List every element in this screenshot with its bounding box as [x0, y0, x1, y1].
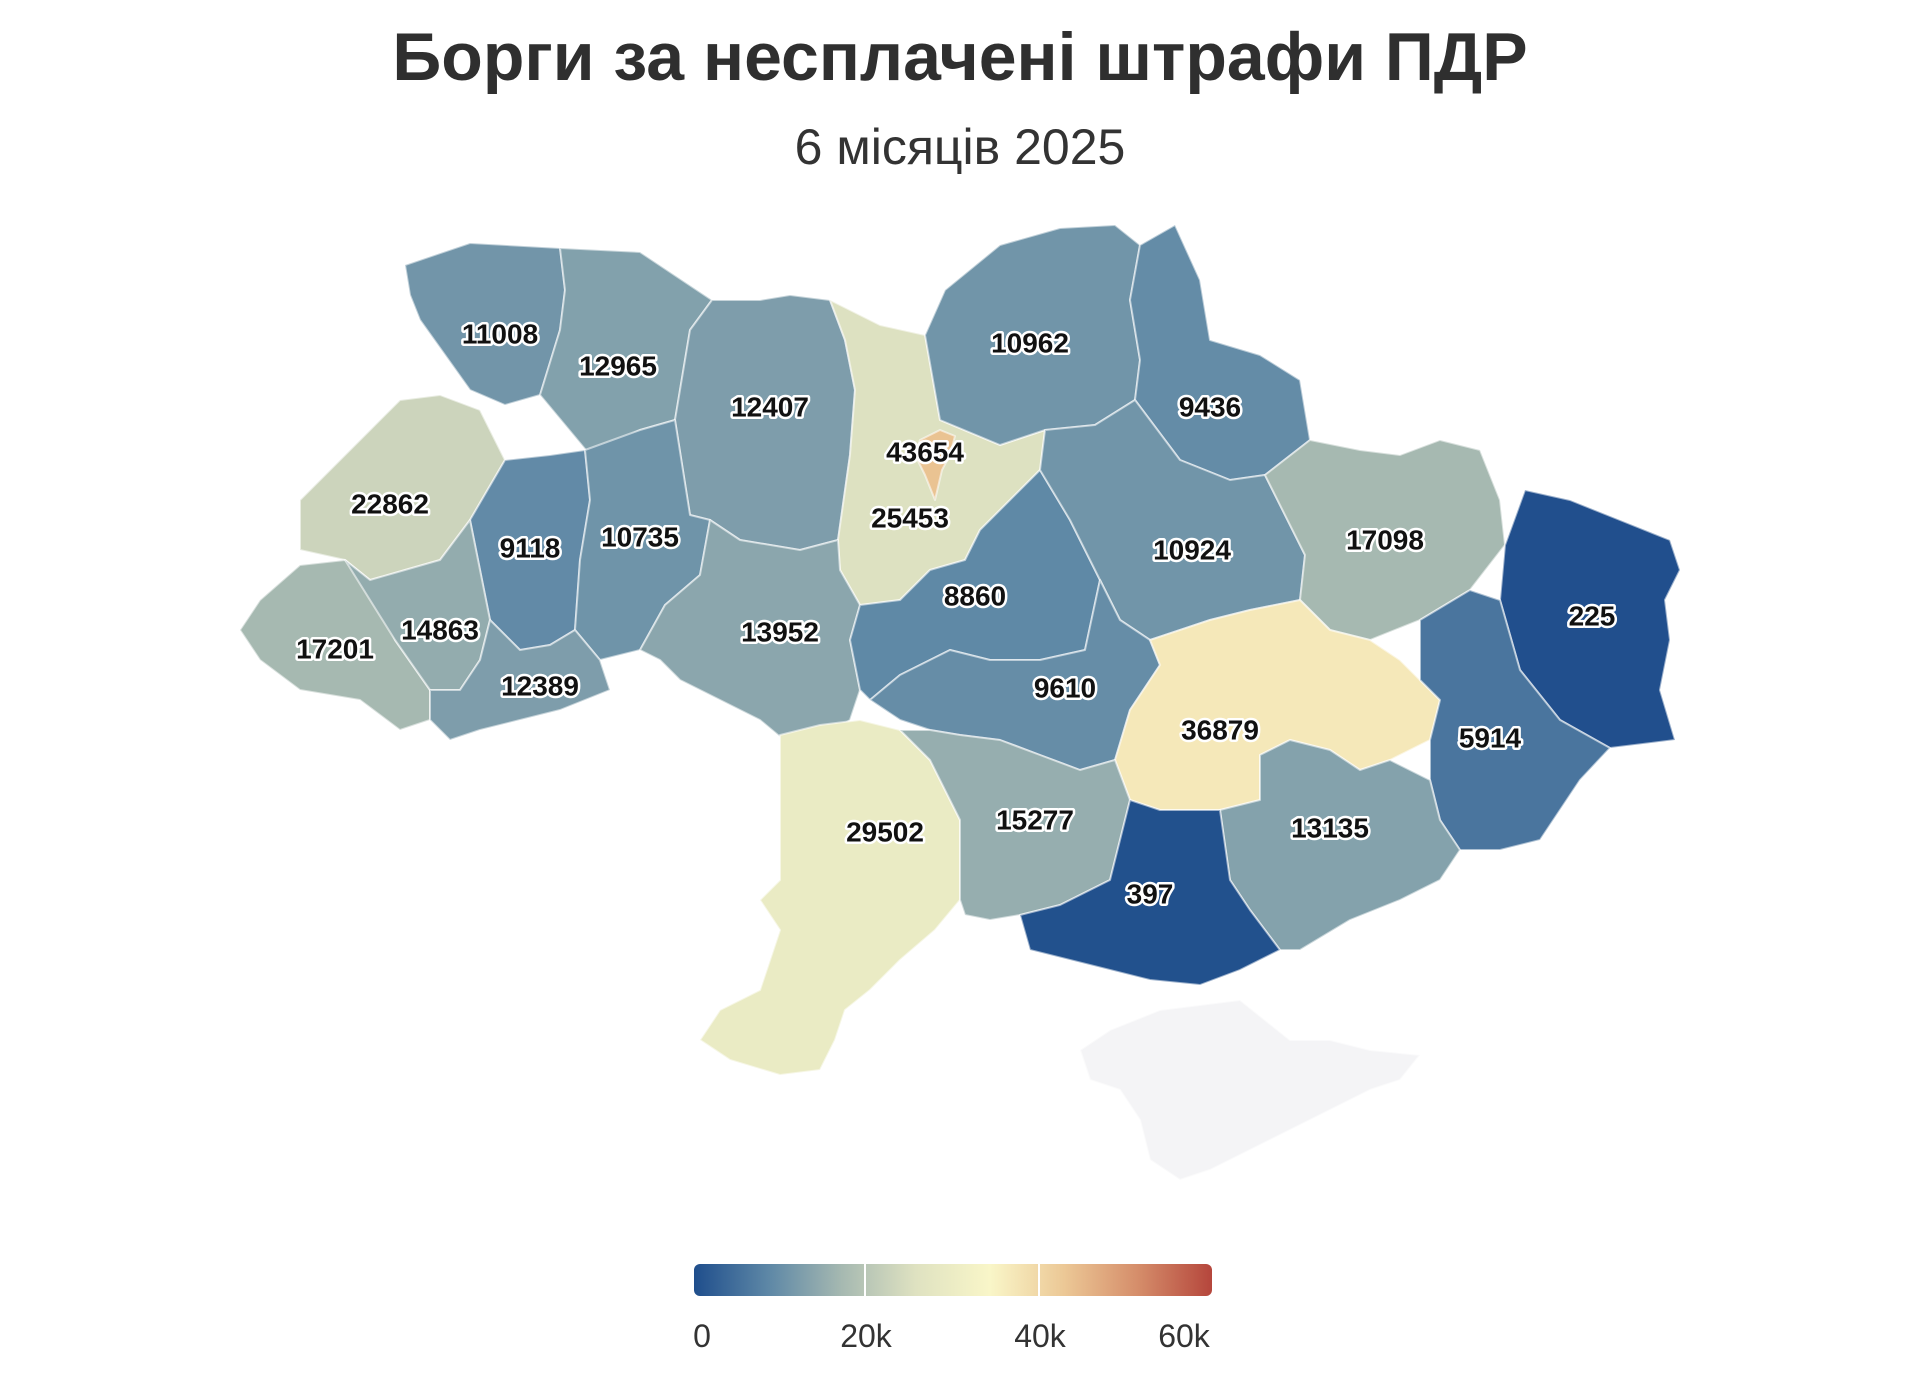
region-value-label-dnipro: 36879	[1181, 715, 1259, 746]
region-vinnytsia[interactable]	[639, 519, 861, 746]
region-value-label-cherkasy: 8860	[944, 581, 1006, 612]
legend-tick-label: 40k	[1014, 1318, 1066, 1354]
region-value-label-poltava: 10924	[1153, 535, 1231, 566]
region-value-label-chernivtsi: 12389	[501, 671, 579, 702]
region-value-label-odesa: 29502	[846, 817, 924, 848]
region-value-label-kirovohrad: 9610	[1034, 673, 1096, 704]
region-value-label-zakarpattia: 17201	[296, 634, 374, 665]
labels-layer: 11008 12965 12407 25453 10962 9436 22862 9118 10…	[294, 316, 1618, 912]
legend-tick-label: 60k	[1158, 1318, 1210, 1354]
region-value-label-rivne: 12965	[579, 351, 657, 382]
region-value-label-khmelnyt: 10735	[601, 522, 679, 553]
region-value-label-chernihiv: 10962	[991, 328, 1069, 359]
color-scale-legend	[694, 1264, 1212, 1296]
region-kyiv-city[interactable]	[914, 429, 956, 501]
region-value-label-ternopil: 9118	[500, 533, 561, 564]
region-value-label-luhansk: 225	[1569, 601, 1616, 632]
legend-tick-label: 20k	[840, 1318, 892, 1354]
regions-layer	[239, 224, 1681, 1181]
legend-separator	[864, 1264, 866, 1296]
region-value-label-mykolaiv: 15277	[996, 805, 1074, 836]
region-kherson[interactable]	[1019, 799, 1281, 986]
region-value-label-kyiv-obl: 25453	[871, 503, 949, 534]
region-crimea[interactable]	[1079, 999, 1421, 1181]
region-value-label-zhytomyr: 12407	[731, 392, 809, 423]
region-value-label-kherson: 397	[1127, 879, 1174, 910]
region-chernivtsi[interactable]	[429, 619, 611, 741]
region-value-label-lviv: 22862	[351, 489, 429, 520]
region-value-label-kharkiv: 17098	[1346, 525, 1424, 556]
chart-title: Борги за несплачені штрафи ПДР	[392, 19, 1528, 95]
region-zhytomyr[interactable]	[674, 294, 856, 551]
region-value-label-kyiv-city: 43654	[886, 437, 964, 468]
region-value-label-ivano: 14863	[401, 615, 479, 646]
chart-subtitle: 6 місяців 2025	[794, 119, 1126, 175]
region-value-label-zaporizh: 13135	[1291, 813, 1369, 844]
region-odesa[interactable]	[699, 719, 961, 1076]
legend-separator	[1038, 1264, 1040, 1296]
region-value-label-vinnytsia: 13952	[741, 617, 819, 648]
region-volyn[interactable]	[404, 242, 566, 406]
region-value-label-volyn: 11008	[462, 319, 538, 350]
region-value-label-donetsk: 5914	[1459, 723, 1522, 754]
region-value-label-sumy: 9436	[1179, 392, 1241, 423]
region-donetsk[interactable]	[1419, 589, 1611, 851]
legend-tick-label: 0	[693, 1318, 711, 1354]
